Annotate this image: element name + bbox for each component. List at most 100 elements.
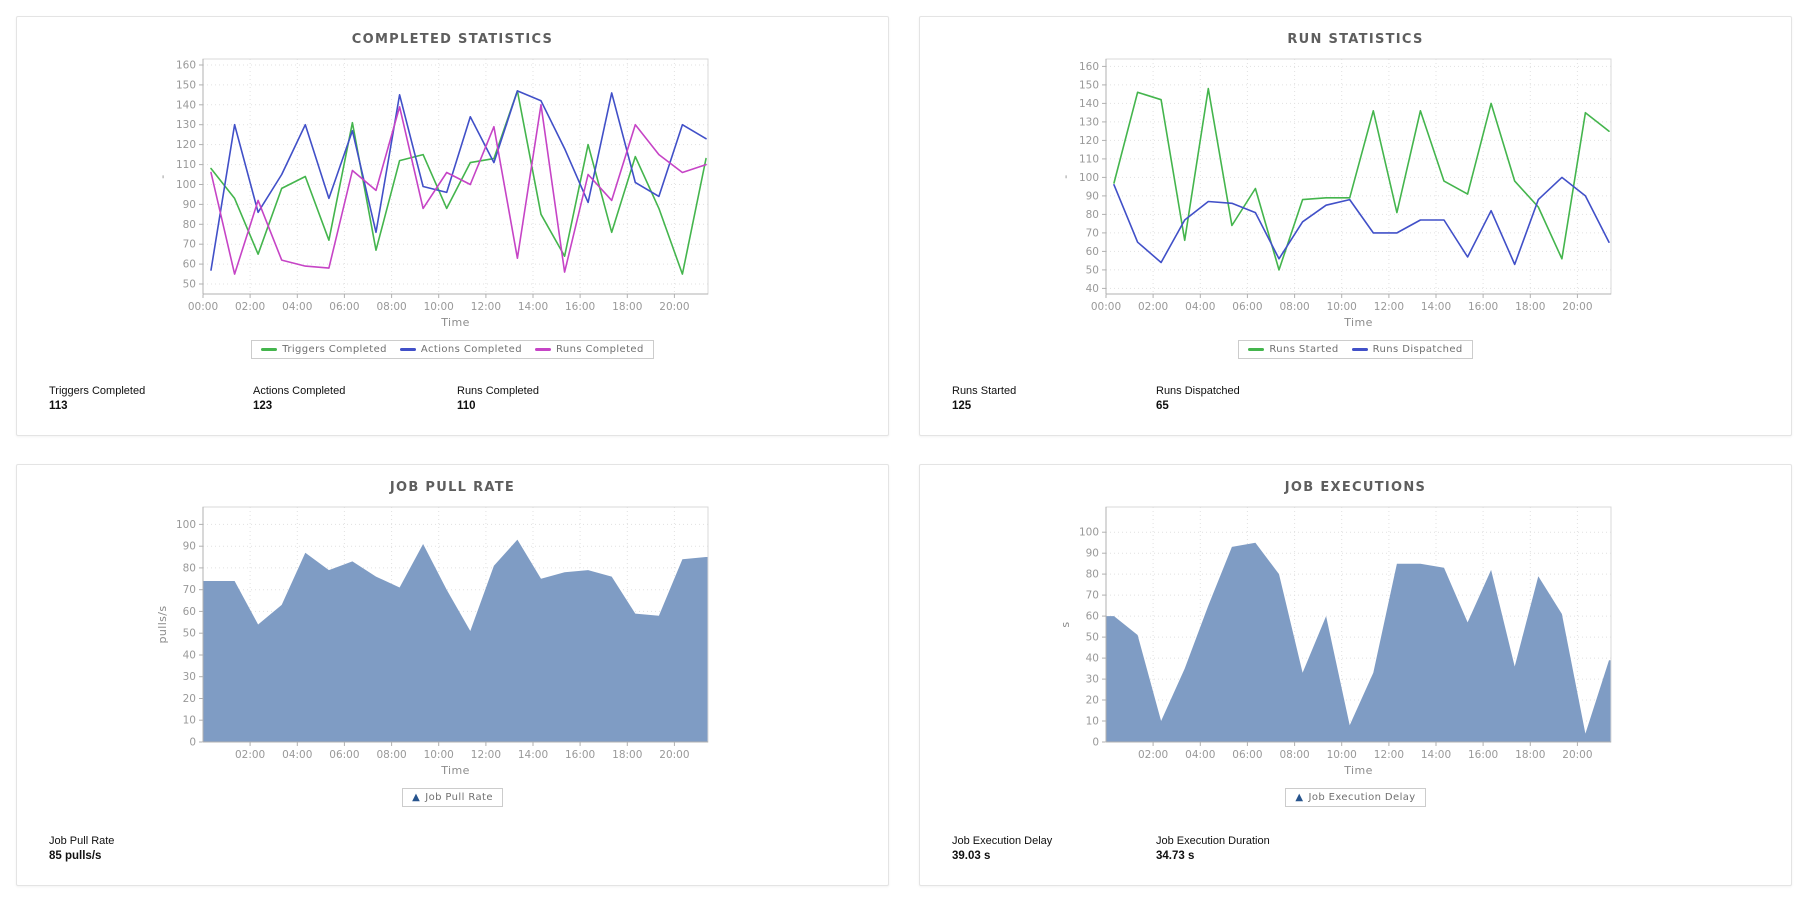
svg-text:100: 100 <box>175 179 195 191</box>
svg-text:50: 50 <box>1085 632 1098 644</box>
stat-label: Job Pull Rate <box>49 835 115 847</box>
svg-text:18:00: 18:00 <box>612 301 642 313</box>
stat-job-execution-delay: Job Execution Delay 39.03 s <box>952 835 1156 862</box>
legend-label: Job Execution Delay <box>1308 792 1416 803</box>
svg-text:130: 130 <box>175 119 195 131</box>
svg-text:50: 50 <box>1085 264 1098 276</box>
legend-label: Runs Dispatched <box>1372 344 1463 355</box>
chart-job-pull-rate[interactable]: 0 10 20 30 40 50 60 70 80 90 100 02:00 04:00 06:00 08:… <box>153 497 753 778</box>
legend-label: Runs Started <box>1269 344 1339 355</box>
svg-text:120: 120 <box>1078 135 1098 147</box>
svg-text:12:00: 12:00 <box>470 301 500 313</box>
stat-value: 125 <box>952 400 972 412</box>
stat-value: 39.03 s <box>952 850 991 862</box>
chart-completed-statistics[interactable]: 50 60 70 80 90 100 110 120 130 140 150 160 00:00 02:0… <box>153 49 753 330</box>
stat-value: 65 <box>1156 400 1169 412</box>
chart-job-executions[interactable]: 0 10 20 30 40 50 60 70 80 90 100 02:00 04:00 06:00 08:… <box>1056 497 1656 778</box>
svg-text:pulls/s: pulls/s <box>156 605 169 643</box>
panel-run-statistics: RUN STATISTICS 40 50 60 70 80 90 100 110 120 130 1… <box>919 16 1792 436</box>
svg-text:16:00: 16:00 <box>1467 301 1497 313</box>
svg-text:20:00: 20:00 <box>1562 301 1592 313</box>
stat-label: Actions Completed <box>253 385 346 397</box>
svg-text:-: - <box>156 174 169 178</box>
svg-text:10:00: 10:00 <box>423 749 453 761</box>
stat-value: 123 <box>253 400 273 412</box>
svg-text:100: 100 <box>1078 172 1098 184</box>
svg-text:110: 110 <box>175 159 195 171</box>
svg-text:10:00: 10:00 <box>423 301 453 313</box>
panel-job-executions: JOB EXECUTIONS 0 10 20 30 40 50 60 70 80 90 100 02:… <box>919 464 1792 886</box>
svg-text:16:00: 16:00 <box>564 749 594 761</box>
svg-text:14:00: 14:00 <box>1420 301 1450 313</box>
svg-text:30: 30 <box>182 671 195 683</box>
legend-item-runs-dispatched[interactable]: Runs Dispatched <box>1351 344 1463 355</box>
legend-run-statistics: Runs Started Runs Dispatched <box>1238 340 1473 359</box>
svg-text:14:00: 14:00 <box>517 301 547 313</box>
legend-item-job-execution-delay[interactable]: ▲ Job Execution Delay <box>1295 792 1415 803</box>
line-series-swatch-icon <box>534 348 551 351</box>
svg-text:110: 110 <box>1078 153 1098 165</box>
legend-completed-statistics: Triggers Completed Actions Completed Runs … <box>251 340 654 359</box>
svg-text:00:00: 00:00 <box>1090 301 1120 313</box>
svg-text:18:00: 18:00 <box>1515 301 1545 313</box>
stat-triggers-completed: Triggers Completed 113 <box>49 385 253 412</box>
svg-text:12:00: 12:00 <box>470 749 500 761</box>
svg-text:90: 90 <box>182 541 195 553</box>
legend-item-actions-completed[interactable]: Actions Completed <box>399 344 522 355</box>
area-series-icon: ▲ <box>1295 791 1304 803</box>
svg-text:90: 90 <box>1085 548 1098 560</box>
svg-text:150: 150 <box>1078 79 1098 91</box>
svg-text:70: 70 <box>182 584 195 596</box>
chart-title-run-statistics: RUN STATISTICS <box>1287 32 1424 47</box>
line-series-swatch-icon <box>261 348 278 351</box>
legend-item-triggers-completed[interactable]: Triggers Completed <box>261 344 387 355</box>
legend-item-runs-completed[interactable]: Runs Completed <box>534 344 644 355</box>
svg-text:10:00: 10:00 <box>1326 749 1356 761</box>
panel-job-pull-rate: JOB PULL RATE 0 10 20 30 40 50 60 70 80 90 100 02:0… <box>16 464 889 886</box>
svg-text:Time: Time <box>1343 316 1373 329</box>
svg-text:20: 20 <box>182 693 195 705</box>
legend-label: Job Pull Rate <box>425 792 493 803</box>
svg-text:08:00: 08:00 <box>376 749 406 761</box>
stat-runs-completed: Runs Completed 110 <box>457 385 661 412</box>
legend-item-job-pull-rate[interactable]: ▲ Job Pull Rate <box>412 792 493 803</box>
svg-text:14:00: 14:00 <box>1420 749 1450 761</box>
svg-text:80: 80 <box>182 562 195 574</box>
svg-text:20:00: 20:00 <box>659 749 689 761</box>
svg-text:60: 60 <box>182 606 195 618</box>
svg-text:60: 60 <box>1085 611 1098 623</box>
svg-text:-: - <box>1059 174 1072 178</box>
legend-job-executions: ▲ Job Execution Delay <box>1285 788 1426 807</box>
svg-text:100: 100 <box>175 519 195 531</box>
svg-text:40: 40 <box>182 650 195 662</box>
stats-row-job-pull-rate: Job Pull Rate 85 pulls/s <box>49 835 872 871</box>
line-series-swatch-icon <box>1248 348 1265 351</box>
svg-text:60: 60 <box>182 259 195 271</box>
stat-value: 85 pulls/s <box>49 850 102 862</box>
line-series-swatch-icon <box>1351 348 1368 351</box>
svg-text:70: 70 <box>182 239 195 251</box>
svg-text:90: 90 <box>182 199 195 211</box>
svg-text:160: 160 <box>175 60 195 72</box>
svg-text:00:00: 00:00 <box>187 301 217 313</box>
chart-run-statistics[interactable]: 40 50 60 70 80 90 100 110 120 130 140 150 160 00:00 02… <box>1056 49 1656 330</box>
legend-item-runs-started[interactable]: Runs Started <box>1248 344 1338 355</box>
svg-text:s: s <box>1059 621 1072 627</box>
svg-text:160: 160 <box>1078 61 1098 73</box>
svg-text:10: 10 <box>182 715 195 727</box>
svg-text:70: 70 <box>1085 227 1098 239</box>
svg-text:50: 50 <box>182 279 195 291</box>
svg-text:Time: Time <box>440 764 470 777</box>
area-series-icon: ▲ <box>412 791 421 803</box>
svg-text:16:00: 16:00 <box>1467 749 1497 761</box>
stat-value: 110 <box>457 400 476 412</box>
svg-text:02:00: 02:00 <box>1137 301 1167 313</box>
svg-text:150: 150 <box>175 79 195 91</box>
svg-text:14:00: 14:00 <box>517 749 547 761</box>
svg-text:80: 80 <box>1085 209 1098 221</box>
svg-text:08:00: 08:00 <box>1279 301 1309 313</box>
line-series-swatch-icon <box>399 348 416 351</box>
svg-text:20:00: 20:00 <box>1562 749 1592 761</box>
svg-text:04:00: 04:00 <box>1185 749 1215 761</box>
